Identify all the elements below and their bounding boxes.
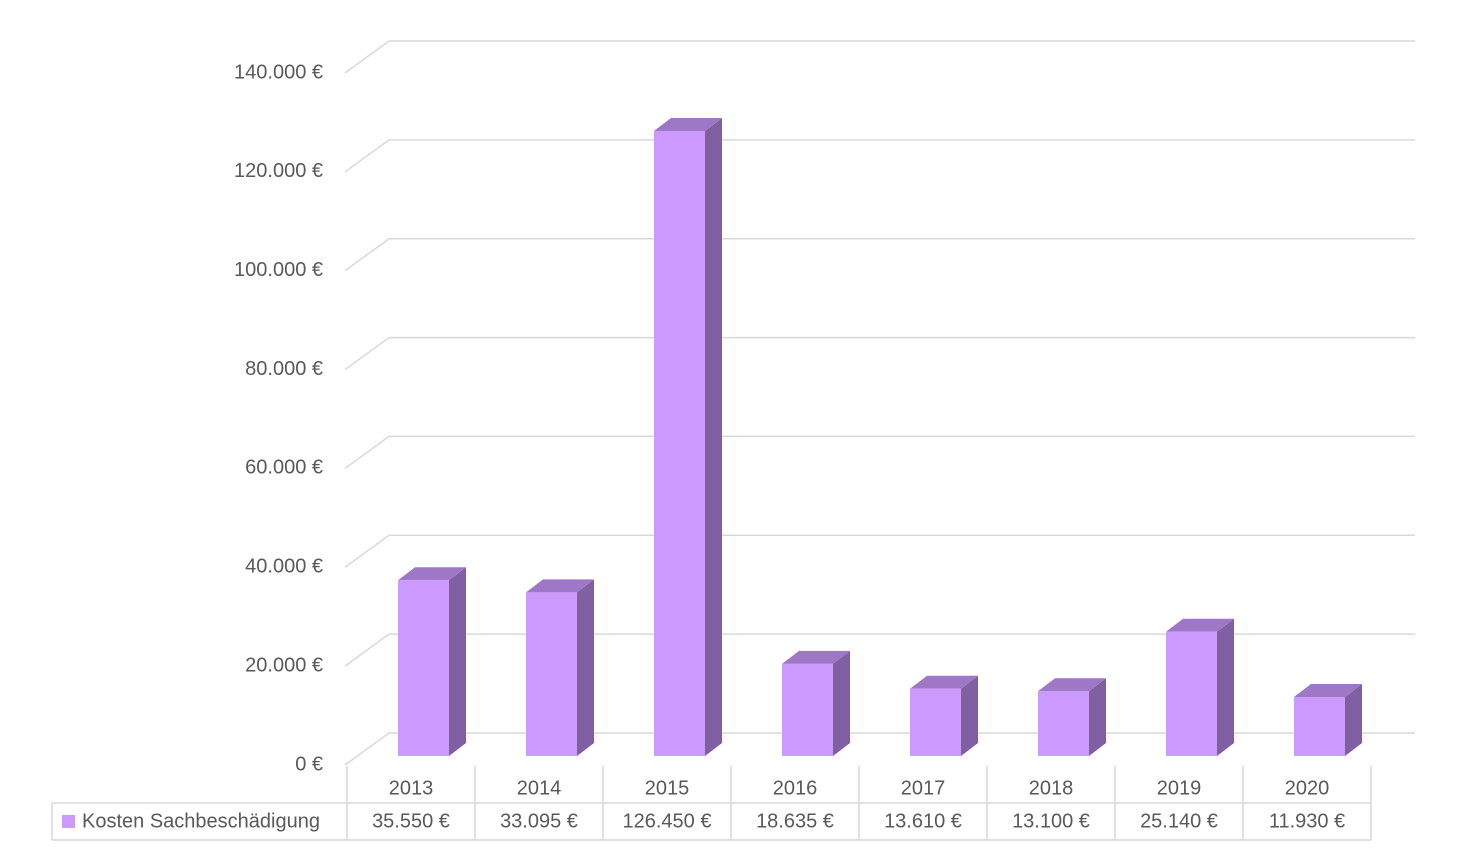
bar-top [1038,678,1106,692]
bar [1038,678,1106,756]
bar-side [961,675,978,756]
table-value: 11.930 € [1269,810,1345,832]
y-tick-label: 120.000 € [234,160,323,182]
x-tick-label: 2014 [517,777,562,799]
bar-top [1294,684,1362,698]
bar-side [1345,684,1362,756]
y-tick-label: 100.000 € [234,259,323,281]
y-tick-label: 140.000 € [234,61,323,83]
bar-front [782,663,833,756]
bar-side [1089,678,1106,756]
bar-side [1217,618,1234,756]
table-value: 25.140 € [1140,810,1218,832]
y-tick-label: 40.000 € [245,556,323,578]
table-grid [51,766,1372,841]
bar [654,117,722,757]
grid-line [344,139,1415,173]
grid-line [344,732,1415,766]
bar-front [1166,631,1217,756]
x-tick-label: 2013 [389,777,434,799]
bar [782,650,850,756]
bar-top [910,675,978,689]
grid-line [344,237,1415,272]
x-tick-label: 2016 [773,777,818,799]
bar-front [1294,697,1345,756]
bar-top [782,650,850,664]
grid-line [344,435,1415,470]
x-tick-label: 2017 [901,777,946,799]
bar-side [449,567,466,756]
bar [1294,684,1362,756]
bar-front [654,130,705,756]
bar-front [1038,691,1089,756]
bar-front [526,592,577,756]
table-value: 126.450 € [623,810,712,832]
bar-side [577,579,594,756]
y-tick-label: 20.000 € [245,654,323,676]
bar-side [705,117,722,757]
x-tick-label: 2015 [645,777,690,799]
x-tick-label: 2020 [1285,777,1330,799]
grid-line [344,534,1415,568]
y-tick-label: 0 € [295,753,323,775]
legend-marker [62,815,75,828]
table-value: 13.100 € [1012,810,1090,832]
x-tick-label: 2019 [1157,777,1202,799]
bar [1166,618,1234,756]
y-tick-label: 80.000 € [245,358,323,380]
bar-front [910,688,961,756]
bar-top [398,567,466,581]
bar-top [1166,618,1234,632]
table-value: 13.610 € [884,810,962,832]
legend-label: Kosten Sachbeschädigung [82,810,320,832]
bar-side [833,650,850,756]
bar [398,567,466,756]
bar-top [654,117,722,131]
x-tick-label: 2018 [1029,777,1074,799]
table-value: 18.635 € [756,810,834,832]
grid-line [344,40,1415,74]
grid-line [344,633,1415,667]
y-tick-label: 60.000 € [245,457,323,479]
bar-front [398,580,449,756]
bar [910,675,978,756]
bar [526,579,594,756]
table-value: 33.095 € [500,810,578,832]
bar-top [526,579,594,593]
grid-line [344,336,1415,371]
table-value: 35.550 € [372,810,450,832]
